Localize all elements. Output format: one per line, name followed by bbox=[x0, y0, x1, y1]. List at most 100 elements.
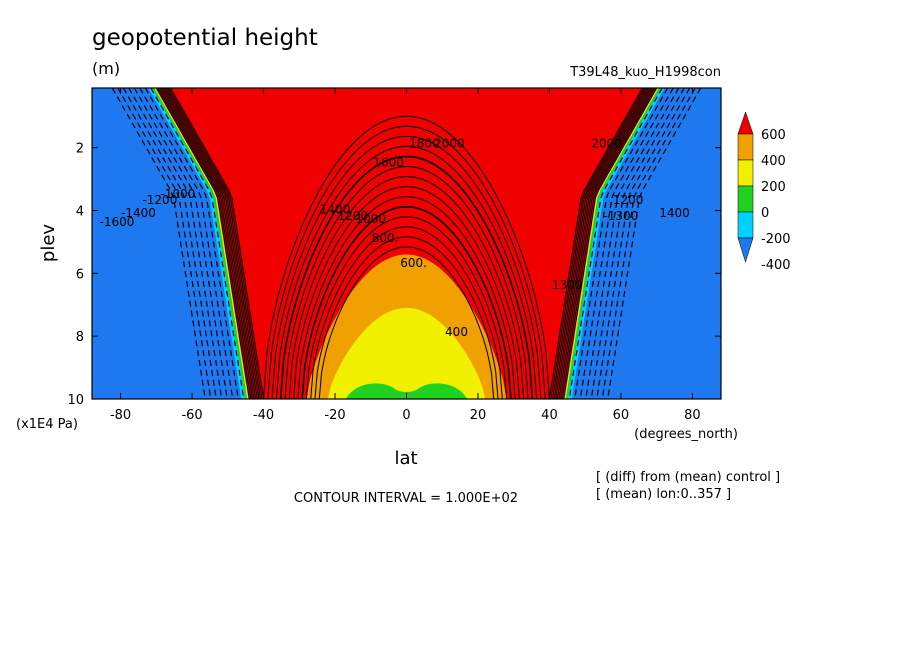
edge-contour bbox=[555, 88, 650, 399]
edge-contour bbox=[556, 88, 651, 399]
contour-label: 800. bbox=[372, 231, 399, 245]
edge-contour bbox=[548, 88, 643, 399]
edge-contour bbox=[558, 88, 653, 399]
colorbar-segment bbox=[737, 159, 754, 187]
negative-contour bbox=[579, 88, 674, 399]
negative-contour bbox=[139, 88, 234, 399]
contour-line bbox=[267, 125, 546, 399]
contour-labels: 200018001600140012001000800.600.400-1600… bbox=[100, 137, 690, 340]
negative-contour bbox=[590, 88, 685, 399]
contour-line bbox=[284, 165, 529, 399]
green-region bbox=[345, 383, 468, 399]
contour-label: 1400 bbox=[659, 206, 690, 220]
edge-contour bbox=[160, 88, 255, 399]
edge-contour bbox=[162, 88, 257, 399]
edge-contour bbox=[170, 88, 265, 399]
contour-label: -1400 bbox=[121, 206, 156, 220]
edge-contour bbox=[561, 88, 656, 399]
contour-label: 1600 bbox=[373, 156, 404, 170]
contour-line bbox=[297, 196, 516, 399]
mean-note: [ (mean) lon:0..357 ] bbox=[596, 487, 731, 502]
edge-contour bbox=[550, 88, 645, 399]
contour-line bbox=[279, 155, 534, 399]
x-tick-label: 80 bbox=[684, 408, 701, 423]
x-tick-label: -80 bbox=[110, 408, 131, 423]
x-axis-label: lat bbox=[394, 448, 417, 469]
edge-contour bbox=[553, 88, 648, 399]
contour-interval: CONTOUR INTERVAL = 1.000E+02 bbox=[294, 491, 518, 506]
negative-contour bbox=[585, 88, 680, 399]
negative-contour bbox=[144, 88, 239, 399]
x-tick-label: -40 bbox=[253, 408, 274, 423]
contour-line bbox=[301, 205, 512, 399]
negative-contour bbox=[601, 88, 696, 399]
negative-contour bbox=[122, 88, 217, 399]
contour-label: 2000 bbox=[434, 137, 465, 151]
x-tick-label: -20 bbox=[324, 408, 345, 423]
colorbar-label: -400 bbox=[761, 258, 791, 273]
edge-contour bbox=[563, 88, 658, 399]
contour-label: 2000 bbox=[591, 137, 622, 151]
contour-label: -1600 bbox=[100, 215, 135, 229]
y-tick-label: 6 bbox=[76, 267, 84, 282]
colorbar-label: 400 bbox=[761, 154, 786, 169]
run-label: T39L48_kuo_H1998con bbox=[569, 65, 721, 80]
negative-contour bbox=[568, 88, 663, 399]
contour-label: 1000 bbox=[356, 212, 387, 226]
y-tick-label: 8 bbox=[76, 330, 84, 345]
colorbar-bottom-arrow bbox=[737, 237, 754, 263]
colorbar: 600 400 200 0 -200 -400 bbox=[737, 111, 791, 273]
diff-note: [ (diff) from (mean) control ] bbox=[596, 470, 780, 485]
negative-contour bbox=[596, 88, 691, 399]
edge-contour bbox=[167, 88, 261, 399]
x-tick-label: 60 bbox=[613, 408, 630, 423]
edge-contour bbox=[168, 88, 263, 399]
contour-line bbox=[310, 226, 503, 399]
contour-line bbox=[318, 246, 495, 399]
edge-contour bbox=[163, 88, 258, 399]
contour-line bbox=[271, 135, 542, 399]
contour-label: 1200 bbox=[338, 209, 369, 223]
x-tick-label: 40 bbox=[541, 408, 558, 423]
contour-label: 1400 bbox=[320, 203, 351, 217]
chart-units: (m) bbox=[92, 59, 120, 78]
negative-contour bbox=[117, 88, 212, 399]
edge-contour bbox=[165, 88, 260, 399]
contour-line bbox=[288, 176, 525, 399]
contour-label: -1300 bbox=[603, 209, 638, 223]
plot-area bbox=[92, 88, 721, 399]
y-tick-label: 10 bbox=[67, 393, 84, 408]
contour-label: -1000 bbox=[160, 187, 195, 201]
y-axis-unit: (x1E4 Pa) bbox=[16, 417, 78, 432]
x-tick-label: 0 bbox=[402, 408, 410, 423]
negative-contour bbox=[133, 88, 228, 399]
y-tick-label: 2 bbox=[76, 142, 84, 157]
yellow-region bbox=[327, 307, 486, 399]
contour-line bbox=[275, 145, 538, 399]
colorbar-segment bbox=[737, 133, 754, 161]
contour-label: 600. bbox=[400, 256, 427, 270]
contour-line bbox=[314, 236, 499, 399]
negative-contour bbox=[128, 88, 223, 399]
contour-label: 1200 bbox=[613, 193, 644, 207]
y-axis: 2 4 6 8 10 bbox=[67, 142, 721, 408]
y-axis-label: plev bbox=[38, 224, 59, 263]
negative-contour-lines bbox=[111, 88, 702, 399]
colorbar-label: -200 bbox=[761, 232, 791, 247]
colorbar-label: 0 bbox=[761, 206, 769, 221]
contour-line bbox=[305, 216, 508, 399]
colorbar-label: 200 bbox=[761, 180, 786, 195]
x-tick-label: -60 bbox=[181, 408, 202, 423]
colorbar-label: 600 bbox=[761, 128, 786, 143]
colorbar-top-arrow bbox=[737, 111, 754, 135]
colorbar-segment bbox=[737, 211, 754, 239]
edge-contour bbox=[552, 88, 646, 399]
contour-lines bbox=[155, 88, 658, 399]
chart-title: geopotential height bbox=[92, 25, 318, 51]
x-axis-unit: (degrees_north) bbox=[634, 427, 738, 442]
contour-label: 1800 bbox=[409, 137, 440, 151]
x-axis: -80 -60 -40 -20 0 20 40 60 80 bbox=[110, 88, 701, 423]
contour-line bbox=[293, 186, 520, 399]
